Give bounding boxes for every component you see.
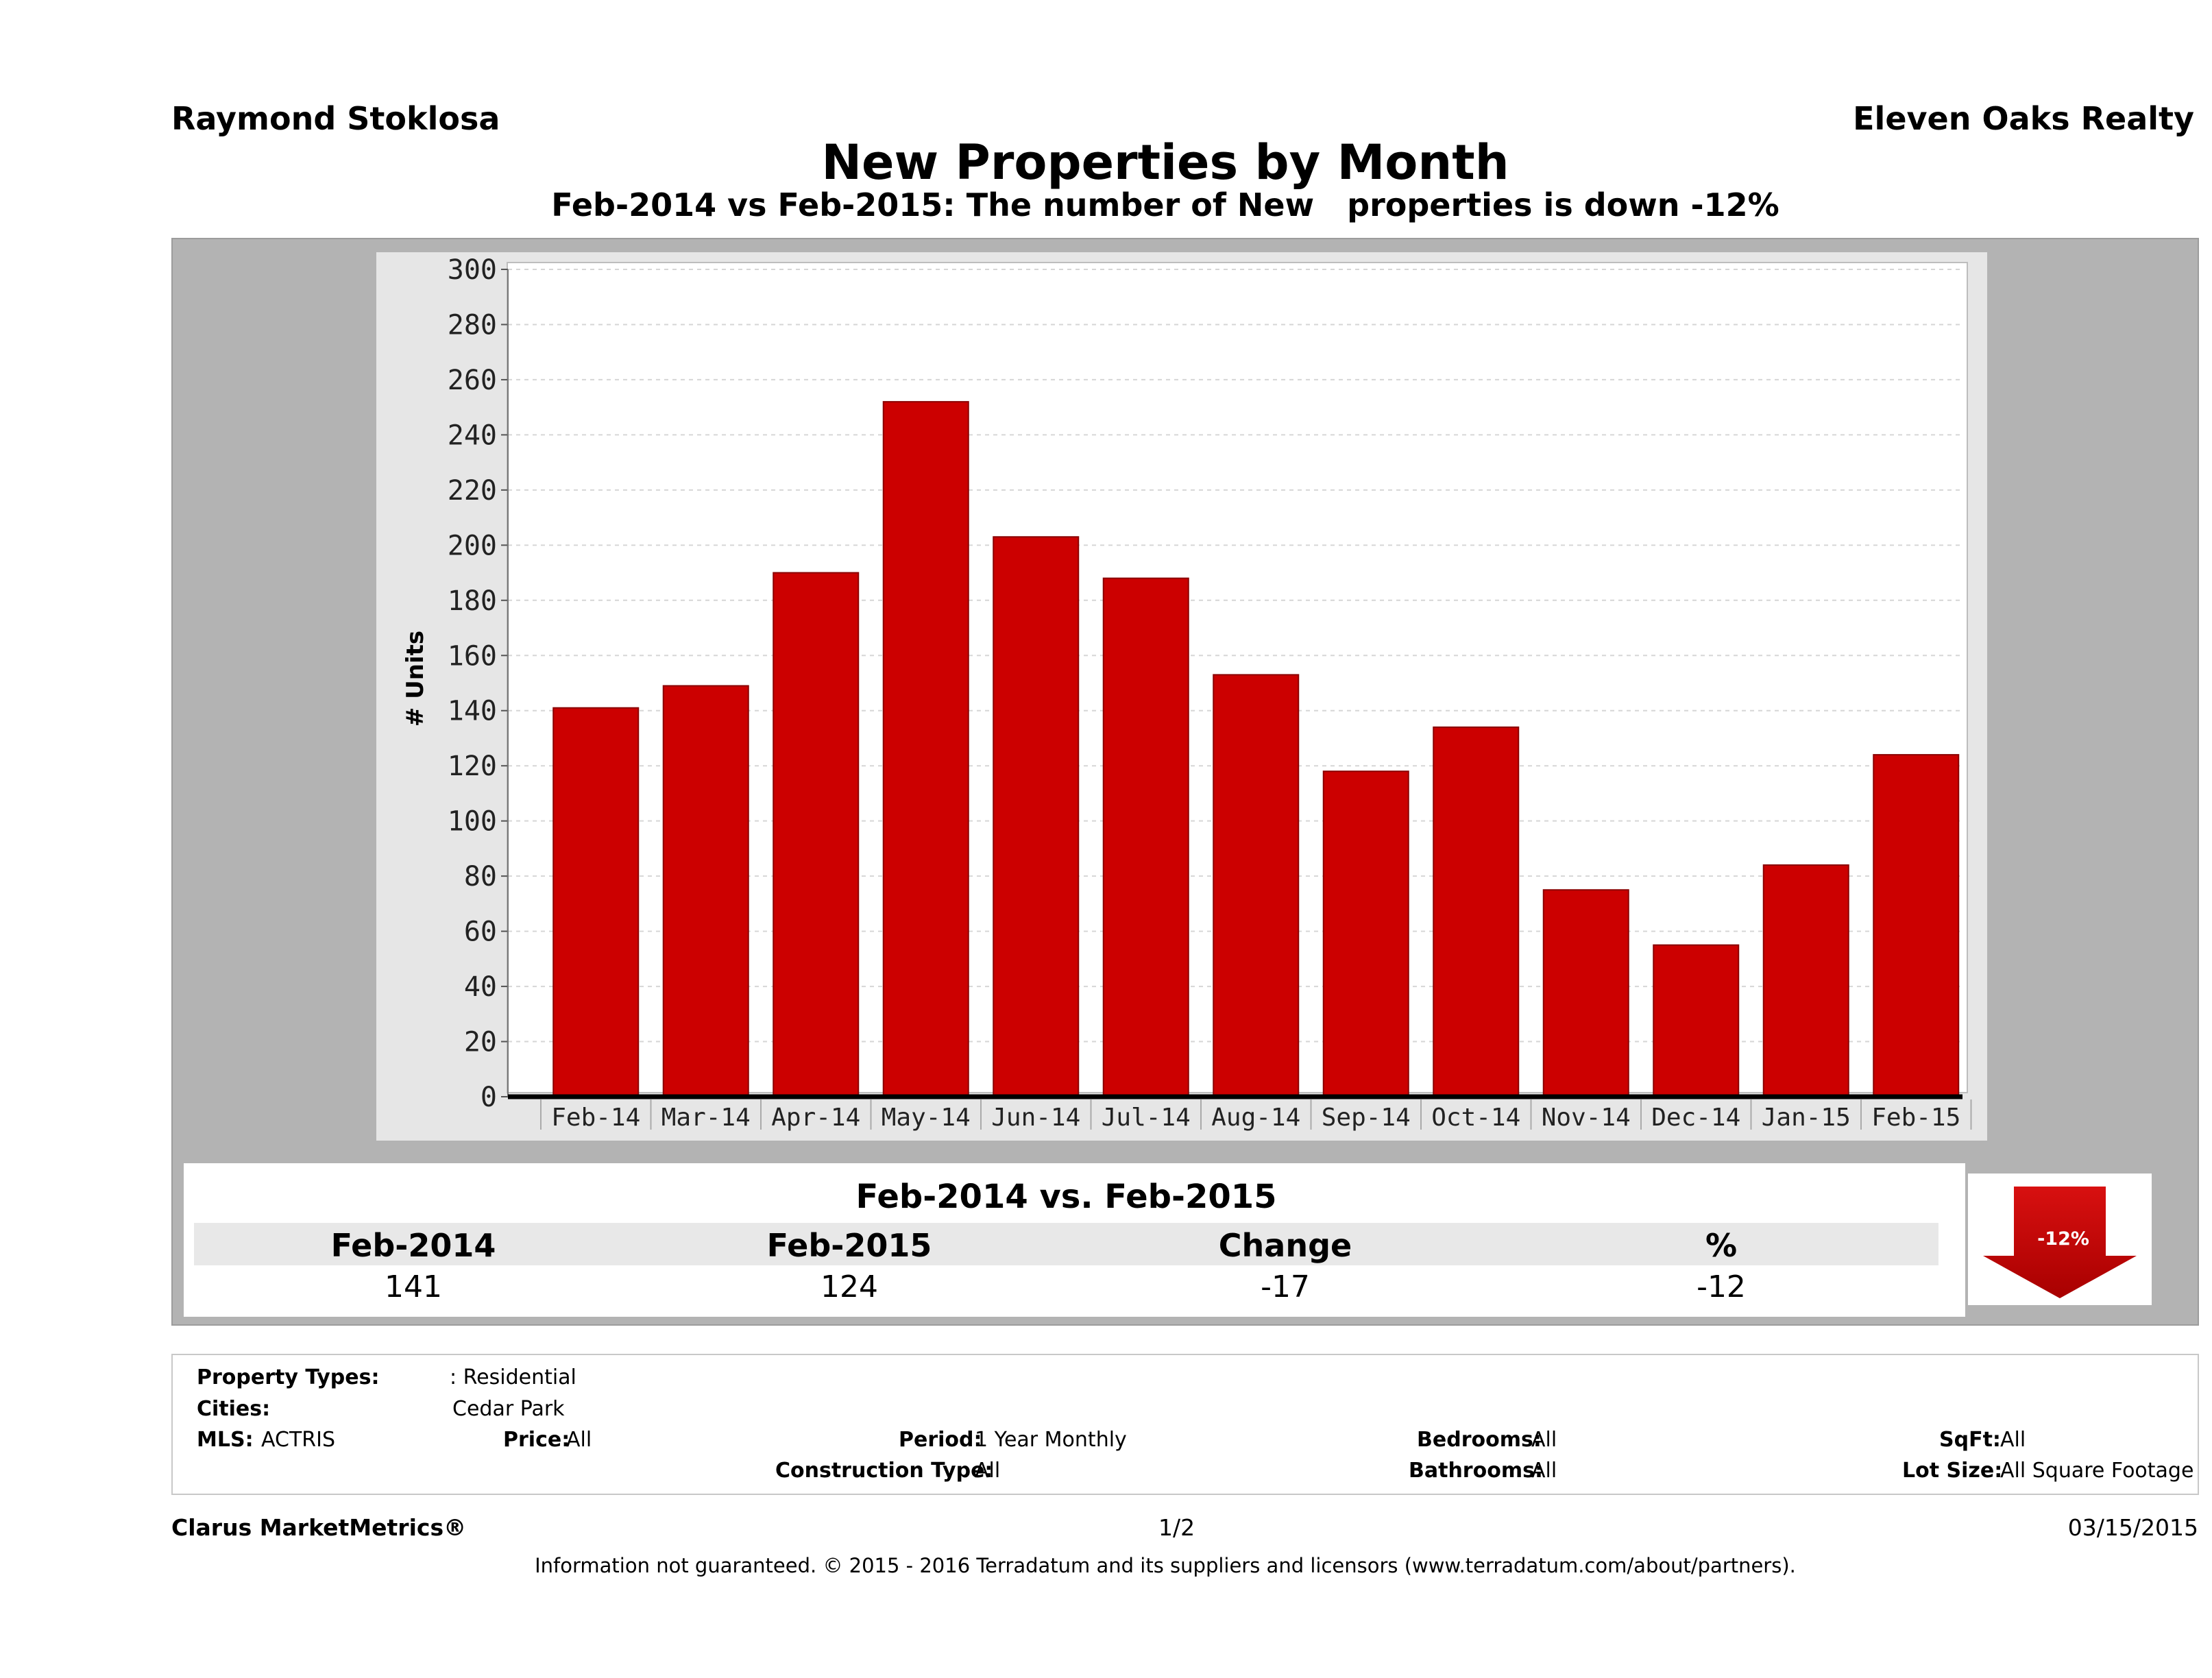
bar-feb-15 [1873, 754, 1960, 1098]
property-types-value: : Residential [450, 1365, 576, 1389]
y-tick-label: 200 [448, 530, 497, 561]
x-tick-label: Feb-14 [551, 1104, 640, 1132]
summary-header-change: Change [1218, 1227, 1352, 1264]
y-tick-label: 100 [448, 806, 497, 838]
y-tick-label: 0 [481, 1082, 497, 1113]
bar-sep-14 [1322, 770, 1409, 1097]
mls-value: ACTRIS [261, 1428, 336, 1452]
x-tick-label: Dec-14 [1651, 1104, 1740, 1132]
y-tick-label: 160 [448, 640, 497, 672]
bar-mar-14 [662, 685, 749, 1097]
change-badge-label: -12% [2037, 1228, 2089, 1250]
summary-header-feb-2015: Feb-2015 [766, 1227, 932, 1264]
price-label: Price: [503, 1428, 570, 1452]
x-tick-label: Oct-14 [1431, 1104, 1520, 1132]
x-tick-label: Jan-15 [1762, 1104, 1851, 1132]
company-name: Eleven Oaks Realty [1853, 100, 2194, 137]
y-tick-label: 280 [448, 309, 497, 341]
cities-label: Cities: [197, 1397, 271, 1421]
lot-size-value: All Square Footage [2000, 1459, 2194, 1483]
y-tick-label: 80 [464, 861, 497, 892]
x-tick-label: Sep-14 [1322, 1104, 1411, 1132]
construction-type-label: Construction Type: [775, 1459, 993, 1483]
disclaimer: Information not guaranteed. © 2015 - 201… [535, 1554, 1796, 1577]
x-tick-label: May-14 [882, 1104, 971, 1132]
bedrooms-label: Bedrooms: [1417, 1428, 1542, 1452]
bar-feb-14 [552, 707, 640, 1097]
summary-header-row [194, 1223, 1938, 1265]
bathrooms-label: Bathrooms: [1409, 1459, 1543, 1483]
x-tick-label: Aug-14 [1211, 1104, 1300, 1132]
agent-name: Raymond Stoklosa [171, 100, 500, 137]
y-tick-label: 40 [464, 971, 497, 1003]
bar-apr-14 [773, 572, 860, 1098]
y-tick-label: 180 [448, 585, 497, 617]
sqft-label: SqFt: [1939, 1428, 2001, 1452]
bathrooms-value: All [1531, 1459, 1557, 1483]
period-label: Period: [899, 1428, 982, 1452]
y-tick-label: 300 [448, 254, 497, 286]
summary-value-feb-2014: 141 [385, 1269, 442, 1304]
x-tick-label: Nov-14 [1542, 1104, 1631, 1132]
construction-type-value: All [975, 1459, 1001, 1483]
bar-jul-14 [1102, 577, 1189, 1097]
price-value: All [566, 1428, 592, 1452]
y-axis-label: # Units [402, 631, 429, 727]
summary-header-feb-2014: Feb-2014 [330, 1227, 496, 1264]
report-date: 03/15/2015 [2067, 1514, 2198, 1541]
y-tick-label: 240 [448, 420, 497, 451]
summary-value-row [194, 1269, 1938, 1309]
property-types-label: Property Types: [197, 1365, 380, 1389]
x-tick-label: Mar-14 [661, 1104, 751, 1132]
y-tick-label: 120 [448, 751, 497, 782]
bar-may-14 [882, 401, 969, 1097]
sqft-value: All [2000, 1428, 2026, 1452]
x-tick-label: Jun-14 [991, 1104, 1080, 1132]
x-tick-label: Apr-14 [771, 1104, 860, 1132]
bar-nov-14 [1542, 889, 1629, 1097]
chart-subtitle: Feb-2014 vs Feb-2015: The number of New … [551, 186, 1779, 223]
y-tick-label: 60 [464, 916, 497, 948]
filter-info-box [171, 1354, 2199, 1495]
summary-title-row [194, 1174, 1938, 1220]
bar-jun-14 [993, 536, 1080, 1098]
bedrooms-value: All [1531, 1428, 1557, 1452]
bar-aug-14 [1213, 674, 1300, 1097]
y-tick-label: 220 [448, 475, 497, 507]
y-tick-label: 20 [464, 1027, 497, 1058]
mls-label: MLS: [197, 1428, 254, 1452]
y-tick-label: 260 [448, 365, 497, 396]
page-number: 1/2 [1158, 1514, 1195, 1541]
down-arrow-icon [1983, 1187, 2137, 1298]
bar-chart: 0 20 40 60 80 100 120 140 160 180 200 220 240 260 280 3… [402, 254, 1972, 1132]
bar-jan-15 [1762, 864, 1849, 1097]
x-tick-label: Feb-15 [1871, 1104, 1960, 1132]
chart-title: New Properties by Month [821, 134, 1509, 191]
lot-size-label: Lot Size: [1902, 1459, 2003, 1483]
x-tick-label: Jul-14 [1102, 1104, 1191, 1132]
brand-name: Clarus MarketMetrics® [171, 1514, 467, 1541]
summary-value-percent: -12 [1697, 1269, 1746, 1304]
cities-value: Cedar Park [452, 1397, 565, 1421]
bar-dec-14 [1653, 944, 1740, 1098]
bar-oct-14 [1433, 726, 1520, 1097]
summary-title: Feb-2014 vs. Feb-2015 [855, 1178, 1277, 1216]
summary-value-change: -17 [1261, 1269, 1310, 1304]
summary-value-feb-2015: 124 [821, 1269, 878, 1304]
y-tick-label: 140 [448, 696, 497, 727]
summary-header-percent: % [1705, 1227, 1738, 1264]
period-value: 1 Year Monthly [975, 1428, 1127, 1452]
